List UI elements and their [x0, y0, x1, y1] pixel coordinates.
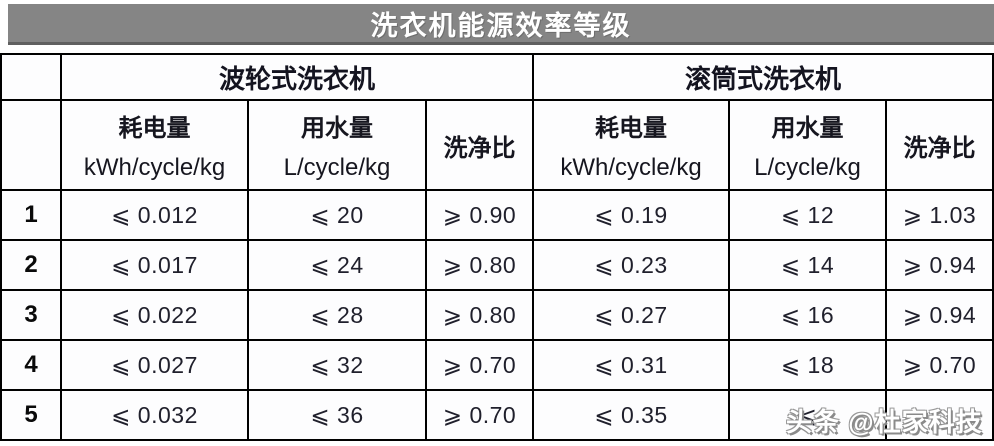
data-cell: ⩽ 16 — [728, 289, 887, 341]
subheader-drum-power: 耗电量 kWh/cycle/kg — [532, 99, 730, 191]
grade-cell: 2 — [0, 239, 62, 291]
data-cell: ⩽ 28 — [247, 289, 427, 341]
grade-cell: 5 — [0, 389, 62, 441]
group-header-impeller: 波轮式洗衣机 — [60, 53, 534, 101]
data-cell — [885, 389, 994, 441]
title-bar: 洗衣机能源效率等级 — [8, 4, 994, 45]
subheader-drum-water: 用水量 L/cycle/kg — [728, 99, 887, 191]
data-cell: ⩽ 0.032 — [60, 389, 249, 441]
data-cell: ⩽ 20 — [247, 189, 427, 241]
subheader-label: 用水量 — [771, 115, 844, 143]
data-cell: ⩾ 0.70 — [885, 339, 994, 391]
table-row-grade-2: 2 ⩽ 0.017 ⩽ 24 ⩾ 0.80 ⩽ 0.23 ⩽ 14 ⩾ 0.94 — [0, 239, 994, 291]
table-row-grade-4: 4 ⩽ 0.027 ⩽ 32 ⩾ 0.70 ⩽ 0.31 ⩽ 18 ⩾ 0.70 — [0, 339, 994, 391]
data-cell: ⩽ 14 — [728, 239, 887, 291]
table-row-grade-3: 3 ⩽ 0.022 ⩽ 28 ⩾ 0.80 ⩽ 0.27 ⩽ 16 ⩾ 0.94 — [0, 289, 994, 341]
data-cell: ⩾ 0.70 — [425, 389, 534, 441]
data-cell: ⩾ 0.80 — [425, 289, 534, 341]
data-cell: ⩽ 24 — [247, 239, 427, 291]
data-cell: ⩽ 0.012 — [60, 189, 249, 241]
group-header-drum: 滚筒式洗衣机 — [532, 53, 994, 101]
subheader-label: 用水量 — [301, 115, 373, 143]
table-row-grade-1: 1 ⩽ 0.012 ⩽ 20 ⩾ 0.90 ⩽ 0.19 ⩽ 12 ⩾ 1.03 — [0, 189, 994, 241]
data-cell: ⩾ 0.90 — [425, 189, 534, 241]
subheader-label: 耗电量 — [595, 115, 667, 143]
grade-cell: 3 — [0, 289, 62, 341]
subheader-unit: L/cycle/kg — [283, 153, 391, 181]
data-cell: ⩾ 0.80 — [425, 239, 534, 291]
subheader-impeller-water: 用水量 L/cycle/kg — [247, 99, 427, 191]
page-title: 洗衣机能源效率等级 — [370, 10, 632, 41]
group-header-row: 波轮式洗衣机 滚筒式洗衣机 — [0, 53, 994, 101]
subheader-unit: kWh/cycle/kg — [83, 153, 226, 181]
subheader-unit: L/cycle/kg — [754, 153, 861, 181]
subheader-impeller-power: 耗电量 kWh/cycle/kg — [60, 99, 249, 191]
data-cell: ⩽ 0.027 — [60, 339, 249, 391]
data-cell: ⩽ 0.27 — [532, 289, 730, 341]
table-row-grade-5: 5 ⩽ 0.032 ⩽ 36 ⩾ 0.70 ⩽ 0.35 ⩽ — [0, 389, 994, 441]
sub-header-row: 耗电量 kWh/cycle/kg 用水量 L/cycle/kg 洗净比 耗电量 … — [0, 99, 994, 191]
data-cell: ⩽ 36 — [247, 389, 427, 441]
data-cell: ⩽ 0.022 — [60, 289, 249, 341]
data-cell: ⩽ 12 — [728, 189, 887, 241]
data-cell: ⩾ 0.70 — [425, 339, 534, 391]
corner-empty-cell-2 — [0, 99, 62, 191]
subheader-unit: kWh/cycle/kg — [560, 153, 702, 181]
data-cell: ⩽ 18 — [728, 339, 887, 391]
efficiency-table: 波轮式洗衣机 滚筒式洗衣机 耗电量 kWh/cycle/kg 用水量 L/cyc… — [0, 53, 994, 441]
subheader-drum-ratio: 洗净比 — [885, 99, 994, 191]
subheader-label: 洗净比 — [903, 134, 976, 162]
data-cell: ⩾ 1.03 — [885, 189, 994, 241]
data-cell: ⩾ 0.94 — [885, 239, 994, 291]
grade-cell: 4 — [0, 339, 62, 391]
data-cell: ⩽ — [728, 389, 887, 441]
subheader-label: 洗净比 — [443, 134, 516, 162]
data-cell: ⩽ 0.017 — [60, 239, 249, 291]
data-cell: ⩽ 0.35 — [532, 389, 730, 441]
data-cell: ⩽ 32 — [247, 339, 427, 391]
corner-empty-cell — [0, 53, 62, 101]
data-cell: ⩾ 0.94 — [885, 289, 994, 341]
subheader-label: 耗电量 — [118, 115, 191, 143]
data-cell: ⩽ 0.19 — [532, 189, 730, 241]
efficiency-table-wrap: 波轮式洗衣机 滚筒式洗衣机 耗电量 kWh/cycle/kg 用水量 L/cyc… — [0, 53, 994, 441]
subheader-impeller-ratio: 洗净比 — [425, 99, 534, 191]
grade-cell: 1 — [0, 189, 62, 241]
data-cell: ⩽ 0.31 — [532, 339, 730, 391]
data-cell: ⩽ 0.23 — [532, 239, 730, 291]
